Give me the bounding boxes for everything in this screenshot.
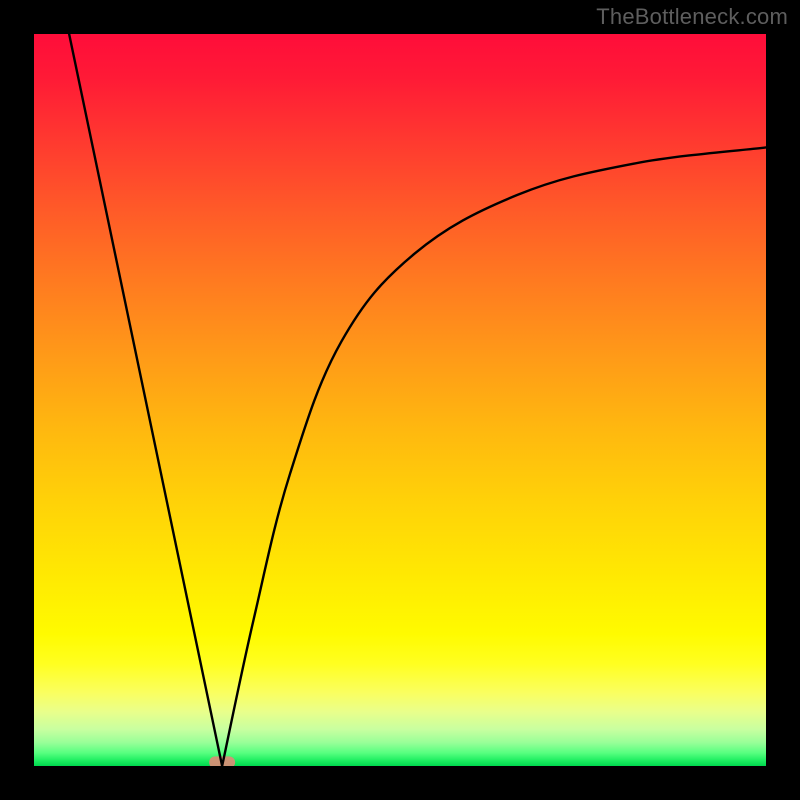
gradient-background bbox=[34, 34, 766, 766]
chart-frame: TheBottleneck.com bbox=[0, 0, 800, 800]
watermark-text: TheBottleneck.com bbox=[596, 4, 788, 30]
bottleneck-chart bbox=[0, 0, 800, 800]
